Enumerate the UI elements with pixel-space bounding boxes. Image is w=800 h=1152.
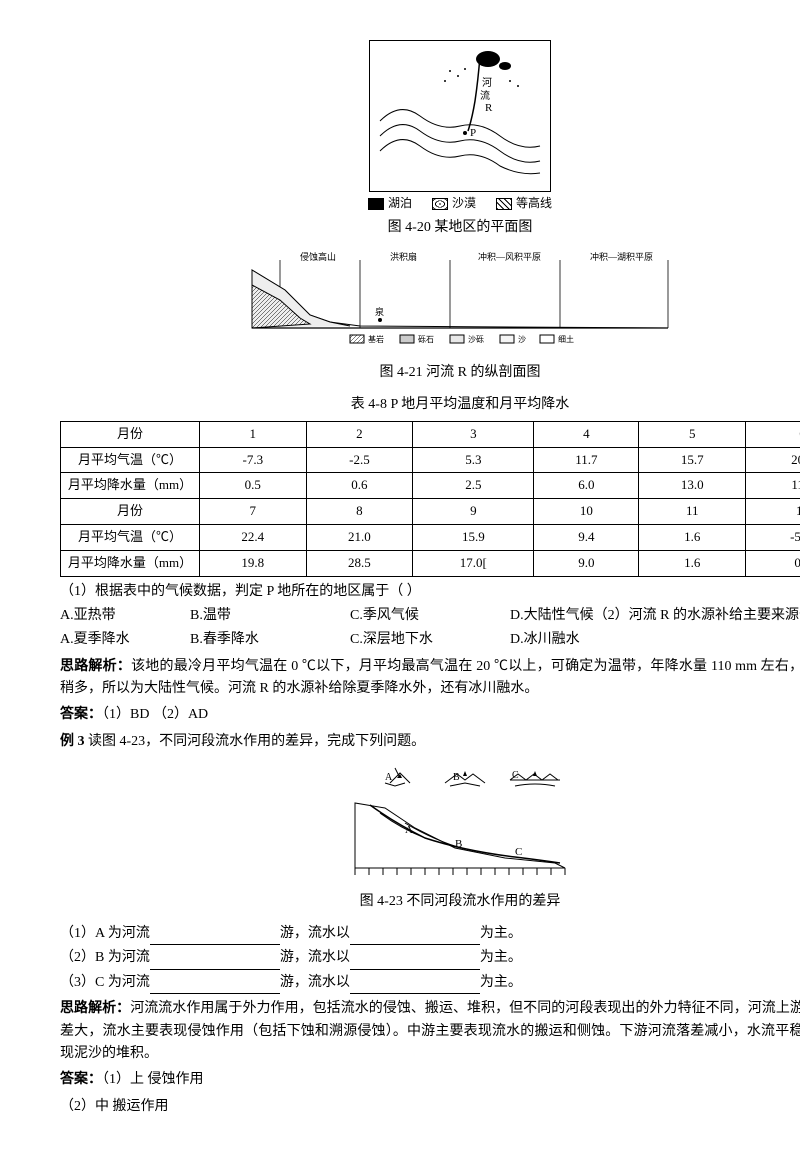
cross-section-svg: 侵蚀高山 洪积扇 冲积—风积平原 冲积—湖积平原 泉 基岩 砾石 沙砾 沙 细土 [250, 250, 670, 350]
svg-text:C: C [512, 770, 519, 781]
option-c: C.深层地下水 [350, 629, 510, 651]
blank-input[interactable] [150, 977, 280, 994]
svg-text:C: C [515, 846, 522, 858]
svg-text:冲积—湖积平原: 冲积—湖积平原 [590, 251, 653, 262]
figure-4-20: 河 流 R P 湖泊 沙漠 等高线 图 4-20 某地区的平面图 [60, 40, 800, 240]
answer-1: 答案：（1）BD （2）AD [60, 704, 800, 726]
answer-text: （1）BD （2）AD [102, 707, 208, 722]
svg-text:P: P [470, 127, 476, 139]
fill-mid: 游，流水以 [280, 950, 350, 965]
map-figure: 河 流 R P [369, 40, 551, 192]
fill-line-1: （1）A 为河流 游，流水以 为主。 [60, 923, 800, 945]
question-2-options: A.夏季降水 B.春季降水 C.深层地下水 D.冰川融水 [60, 629, 800, 651]
legend-desert: 沙漠 [432, 194, 476, 213]
question-1-options: A.亚热带 B.温带 C.季风气候 D.大陆性气候（2）河流 R 的水源补给主要… [60, 605, 800, 627]
table-row: 月份 1 2 3 4 5 6 [61, 421, 800, 447]
map-svg: 河 流 R P [370, 41, 550, 191]
svg-text:沙砾: 沙砾 [468, 334, 484, 344]
answer-2: 答案：（1）上 侵蚀作用 [60, 1069, 800, 1091]
svg-text:A: A [405, 824, 413, 836]
row-label-precip: 月平均降水量（mm） [61, 473, 200, 499]
svg-text:流: 流 [480, 89, 490, 102]
svg-text:洪积扇: 洪积扇 [390, 251, 417, 262]
map-legend: 湖泊 沙漠 等高线 [60, 194, 800, 213]
row-label-month: 月份 [61, 421, 200, 447]
svg-text:基岩: 基岩 [368, 334, 384, 344]
table-row: 月平均降水量（mm） 0.5 0.6 2.5 6.0 13.0 11.0 [61, 473, 800, 499]
river-stages-svg: A B C [345, 763, 575, 878]
fill-mid: 游，流水以 [280, 975, 350, 990]
fill-suffix: 为主。 [480, 950, 522, 965]
svg-text:细土: 细土 [558, 334, 574, 344]
fill-prefix: （2）B 为河流 [60, 950, 150, 965]
answer-a2: （2）中 搬运作用 [60, 1099, 169, 1114]
analysis-2: 思路解析：河流流水作用属于外力作用，包括流水的侵蚀、搬运、堆积，但不同的河段表现… [60, 998, 800, 1065]
analysis-label-2: 思路解析： [60, 1001, 130, 1016]
figure-4-23-caption: 图 4-23 不同河段流水作用的差异 [60, 891, 800, 913]
answer-2b: （2）中 搬运作用 [60, 1096, 800, 1118]
row-label-temp2: 月平均气温（℃） [61, 524, 200, 550]
climate-table: 月份 1 2 3 4 5 6 月平均气温（℃） -7.3 -2.5 5.3 11… [60, 421, 800, 577]
blank-input[interactable] [150, 953, 280, 970]
question-1-stem: （1）根据表中的气候数据，判定 P 地所在的地区属于（ ） [60, 581, 800, 603]
analysis-text: 该地的最冷月平均气温在 0 ℃以下，月平均最高气温在 20 ℃以上，可确定为温带… [60, 659, 800, 696]
option-b: B.春季降水 [190, 629, 350, 651]
fill-suffix: 为主。 [480, 975, 522, 990]
figure-4-20-caption: 图 4-20 某地区的平面图 [60, 217, 800, 239]
blank-input[interactable] [150, 928, 280, 945]
fill-line-2: （2）B 为河流 游，流水以 为主。 [60, 947, 800, 969]
option-c: C.季风气候 [350, 605, 510, 627]
answer-a1: （1）上 侵蚀作用 [102, 1072, 204, 1087]
table-row: 月平均降水量（mm） 19.8 28.5 17.0[ 9.0 1.6 0.5 [61, 550, 800, 576]
svg-text:A: A [385, 772, 393, 783]
analysis-label: 思路解析： [60, 659, 131, 674]
option-a: A.夏季降水 [60, 629, 190, 651]
river-label-text: 河 [482, 77, 492, 89]
row-label-temp: 月平均气温（℃） [61, 447, 200, 473]
fill-line-3: （3）C 为河流 游，流水以 为主。 [60, 972, 800, 994]
blank-input[interactable] [350, 977, 480, 994]
svg-text:沙: 沙 [518, 335, 526, 344]
example-3-header: 例 3 读图 4-23，不同河段流水作用的差异，完成下列问题。 [60, 731, 800, 753]
option-b: B.温带 [190, 605, 350, 627]
answer-label: 答案： [60, 707, 102, 722]
table-row: 月平均气温（℃） 22.4 21.0 15.9 9.4 1.6 -5.7[ [61, 524, 800, 550]
legend-contour: 等高线 [496, 194, 552, 213]
svg-text:R: R [485, 102, 493, 114]
answer-label-2: 答案： [60, 1072, 102, 1087]
svg-text:泉: 泉 [375, 306, 384, 317]
blank-input[interactable] [350, 928, 480, 945]
row-label-month2: 月份 [61, 499, 200, 525]
fill-mid: 游，流水以 [280, 926, 350, 941]
table-row: 月份 7 8 9 10 11 12 [61, 499, 800, 525]
svg-text:砾石: 砾石 [418, 334, 434, 344]
option-d: D.冰川融水 [510, 629, 800, 651]
fill-prefix: （3）C 为河流 [60, 975, 150, 990]
svg-text:侵蚀高山: 侵蚀高山 [300, 251, 336, 262]
figure-4-23: A B C [60, 763, 800, 913]
figure-4-21: 侵蚀高山 洪积扇 冲积—风积平原 冲积—湖积平原 泉 基岩 砾石 沙砾 沙 细土… [60, 250, 800, 385]
legend-lake: 湖泊 [368, 194, 412, 213]
figure-4-21-caption: 图 4-21 河流 R 的纵剖面图 [60, 362, 800, 384]
fill-suffix: 为主。 [480, 926, 522, 941]
table-row: 月平均气温（℃） -7.3 -2.5 5.3 11.7 15.7 20.5 [61, 447, 800, 473]
fill-prefix: （1）A 为河流 [60, 926, 150, 941]
analysis-text-2: 河流流水作用属于外力作用，包括流水的侵蚀、搬运、堆积，但不同的河段表现出的外力特… [60, 1001, 800, 1061]
example-3-stem: 读图 4-23，不同河段流水作用的差异，完成下列问题。 [88, 734, 425, 749]
example-3-label: 例 3 [60, 734, 88, 749]
svg-text:B: B [455, 838, 462, 850]
row-label-precip2: 月平均降水量（mm） [61, 550, 200, 576]
option-a: A.亚热带 [60, 605, 190, 627]
svg-text:冲积—风积平原: 冲积—风积平原 [478, 251, 541, 262]
svg-text:B: B [453, 772, 460, 783]
blank-input[interactable] [350, 953, 480, 970]
table-title: 表 4-8 P 地月平均温度和月平均降水 [60, 394, 800, 416]
option-d: D.大陆性气候（2）河流 R 的水源补给主要来源于（ ） [510, 605, 800, 627]
analysis-1: 思路解析：该地的最冷月平均气温在 0 ℃以下，月平均最高气温在 20 ℃以上，可… [60, 656, 800, 701]
